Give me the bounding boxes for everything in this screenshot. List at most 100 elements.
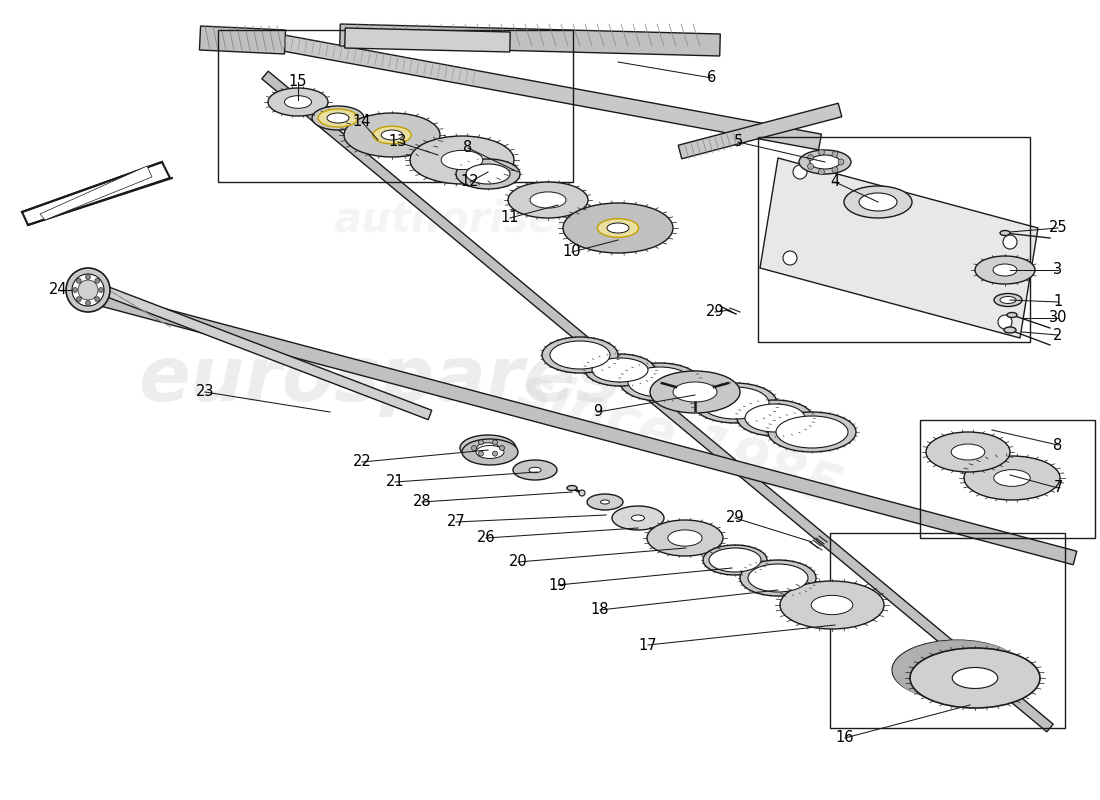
Text: 15: 15 [288, 74, 307, 90]
Ellipse shape [710, 548, 761, 572]
Ellipse shape [587, 494, 623, 510]
Text: 17: 17 [639, 638, 658, 653]
Ellipse shape [592, 358, 648, 382]
Ellipse shape [441, 150, 483, 170]
Circle shape [76, 278, 81, 283]
Ellipse shape [993, 470, 1031, 486]
Ellipse shape [563, 203, 673, 253]
Circle shape [78, 280, 98, 300]
Ellipse shape [701, 387, 769, 419]
Circle shape [818, 169, 824, 174]
Bar [920, 420, 1094, 538]
Ellipse shape [768, 412, 856, 452]
Text: 8: 8 [1054, 438, 1063, 453]
Ellipse shape [631, 515, 645, 521]
Ellipse shape [964, 456, 1060, 500]
Ellipse shape [382, 130, 403, 140]
Ellipse shape [673, 382, 717, 402]
Text: 23: 23 [196, 385, 214, 399]
Circle shape [499, 446, 505, 450]
Ellipse shape [910, 648, 1040, 708]
Ellipse shape [612, 506, 664, 530]
Text: 9: 9 [593, 405, 603, 419]
Ellipse shape [476, 446, 504, 458]
Text: 8: 8 [463, 141, 473, 155]
Ellipse shape [607, 223, 629, 233]
Text: authorised: authorised [333, 199, 586, 241]
Ellipse shape [529, 467, 541, 473]
Ellipse shape [1000, 297, 1016, 303]
Ellipse shape [268, 88, 328, 116]
Ellipse shape [740, 560, 816, 596]
Text: 27: 27 [447, 514, 465, 530]
Circle shape [793, 165, 807, 179]
Polygon shape [276, 34, 822, 150]
Ellipse shape [952, 444, 984, 460]
Text: eurospares: eurospares [139, 343, 621, 417]
Ellipse shape [344, 113, 440, 157]
Text: since 1985: since 1985 [512, 362, 848, 518]
Circle shape [66, 268, 110, 312]
Bar [758, 137, 1030, 342]
Ellipse shape [703, 545, 767, 575]
Bar [830, 533, 1065, 728]
Polygon shape [262, 71, 1053, 732]
Ellipse shape [601, 500, 609, 504]
Circle shape [832, 167, 838, 173]
Circle shape [783, 251, 798, 265]
Ellipse shape [811, 595, 852, 614]
Text: 5: 5 [734, 134, 742, 150]
Ellipse shape [460, 435, 516, 461]
Polygon shape [344, 28, 510, 52]
Ellipse shape [993, 264, 1018, 276]
Circle shape [478, 440, 484, 445]
Circle shape [86, 274, 90, 279]
Polygon shape [74, 286, 1077, 565]
Ellipse shape [926, 432, 1010, 472]
Ellipse shape [327, 113, 349, 123]
Ellipse shape [647, 520, 723, 556]
Text: 29: 29 [706, 305, 724, 319]
Ellipse shape [466, 164, 510, 184]
Text: 25: 25 [1048, 221, 1067, 235]
Polygon shape [199, 26, 286, 54]
Polygon shape [679, 103, 842, 158]
Text: 11: 11 [500, 210, 519, 226]
Ellipse shape [318, 109, 358, 127]
Ellipse shape [1000, 230, 1010, 235]
Circle shape [579, 490, 585, 496]
Ellipse shape [748, 564, 808, 592]
Bar [218, 30, 573, 182]
Ellipse shape [668, 530, 702, 546]
Ellipse shape [530, 192, 566, 208]
Ellipse shape [628, 367, 692, 397]
Circle shape [95, 297, 100, 302]
Text: 10: 10 [563, 245, 581, 259]
Polygon shape [40, 166, 152, 220]
Ellipse shape [994, 294, 1022, 306]
Circle shape [832, 151, 838, 157]
Ellipse shape [373, 126, 411, 144]
Circle shape [1003, 235, 1018, 249]
Text: 19: 19 [549, 578, 568, 593]
Text: 18: 18 [591, 602, 609, 618]
Ellipse shape [975, 256, 1035, 284]
Circle shape [72, 274, 104, 306]
Ellipse shape [550, 341, 610, 369]
Ellipse shape [476, 443, 499, 453]
Ellipse shape [737, 400, 813, 436]
Circle shape [472, 446, 476, 450]
Circle shape [807, 163, 814, 170]
Ellipse shape [566, 486, 578, 490]
Circle shape [99, 287, 103, 293]
Ellipse shape [456, 159, 520, 189]
Ellipse shape [1004, 327, 1016, 333]
Ellipse shape [799, 150, 851, 174]
Circle shape [95, 278, 100, 283]
Ellipse shape [810, 155, 840, 169]
Ellipse shape [410, 136, 514, 184]
Text: 21: 21 [386, 474, 405, 490]
Text: 29: 29 [726, 510, 745, 526]
Polygon shape [22, 162, 170, 225]
Ellipse shape [1006, 313, 1018, 318]
